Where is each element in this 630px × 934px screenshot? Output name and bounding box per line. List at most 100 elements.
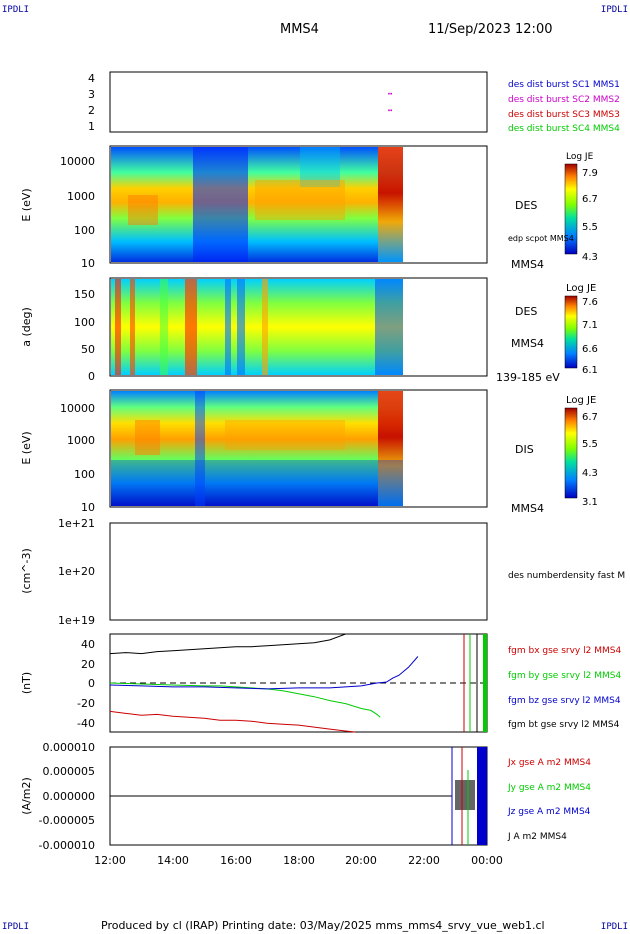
p1-legend-1: des dist burst SC2 MMS2 <box>508 95 620 105</box>
cbar2-tick-2: 5.5 <box>582 222 598 233</box>
p7-ytick-4: -0.000010 <box>39 839 95 852</box>
dis-energy-stripes <box>111 391 403 506</box>
cbar2-tick-3: 4.3 <box>582 252 598 263</box>
cbar2-title: Log JE <box>566 152 594 162</box>
p4-ytick-3: 10 <box>81 501 95 514</box>
des-pitch-stripes <box>115 279 403 375</box>
p7-legend-3: J A m2 MMS4 <box>507 832 567 842</box>
cbar3-title: Log JE <box>566 283 596 294</box>
datetime-title: 11/Sep/2023 12:00 <box>428 22 553 37</box>
p6-series-1 <box>109 710 356 733</box>
corner-label-tr: IPDLI <box>600 5 628 15</box>
p5-ytick-1: 1e+20 <box>58 565 95 578</box>
cbar4 <box>564 407 578 499</box>
p3-ytick-1: 100 <box>74 316 95 329</box>
corner-label-bl: IPDLI <box>2 922 30 932</box>
panel4-frame <box>109 389 488 508</box>
cbar4-title: Log JE <box>566 395 596 406</box>
des-burst-region <box>378 147 403 262</box>
p6-series-0 <box>109 633 346 655</box>
p6-legend-3: fgm bt gse srvy l2 MMS4 <box>508 720 620 730</box>
p1-point-0-0 <box>388 92 390 95</box>
series-layer <box>109 92 419 733</box>
cbar4-tick-1: 5.5 <box>582 439 598 450</box>
cbar3-tick-2: 6.6 <box>582 344 598 355</box>
p1-legend-2: des dist burst SC3 MMS3 <box>508 110 620 120</box>
panel2-species: DES <box>515 199 537 212</box>
panel2-frame <box>109 145 488 264</box>
p1-legend-3: des dist burst SC4 MMS4 <box>508 124 620 134</box>
p6-ytick-0: 40 <box>81 638 95 651</box>
des-energy-spectrogram <box>111 147 403 262</box>
cbar2 <box>564 163 578 255</box>
p2-ytick-1: 1000 <box>67 190 95 203</box>
cbar3-tick-3: 6.1 <box>582 365 598 376</box>
p7-legend-2: Jz gse A m2 MMS4 <box>507 807 591 817</box>
corner-label-br: IPDLI <box>600 922 628 932</box>
panel5-frame <box>109 522 488 621</box>
corner-label-tl: IPDLI <box>2 5 30 15</box>
p7-legend-0: Jx gse A m2 MMS4 <box>507 758 591 768</box>
p2-ytick-3: 10 <box>81 257 95 270</box>
xtick-6: 00:00 <box>471 854 503 867</box>
p3-ytick-3: 0 <box>88 370 95 383</box>
p6-series-3 <box>109 656 419 690</box>
p3-ytick-0: 150 <box>74 288 95 301</box>
cbar2-tick-0: 7.9 <box>582 168 598 179</box>
p6-ytick-4: -40 <box>77 717 95 730</box>
panel3-ylabel: a (deg) <box>20 307 33 347</box>
cbar3-tick-1: 7.1 <box>582 320 598 331</box>
panel2-overlay: edp scpot MMS4 <box>508 234 574 243</box>
cbar3 <box>564 295 578 369</box>
panel3-species: DES <box>515 305 537 318</box>
spacecraft-title: MMS4 <box>280 22 319 37</box>
p5-ytick-0: 1e+21 <box>58 517 95 530</box>
footer: Produced by cl (IRAP) Printing date: 03/… <box>101 919 545 932</box>
xtick-4: 20:00 <box>345 854 377 867</box>
p4-ytick-0: 10000 <box>60 402 95 415</box>
cbar4-tick-2: 4.3 <box>582 468 598 479</box>
p6-ytick-1: 20 <box>81 658 95 671</box>
panel2-ylabel: E (eV) <box>20 188 33 221</box>
xtick-3: 18:00 <box>283 854 315 867</box>
p7-ytick-0: 0.000010 <box>43 741 96 754</box>
cbar4-tick-0: 6.7 <box>582 412 598 423</box>
p5-ytick-2: 1e+19 <box>58 614 95 627</box>
des-pitch-spectrogram <box>111 279 403 375</box>
panel3-frame <box>109 277 488 377</box>
panel6-ylabel: (nT) <box>20 672 33 694</box>
xtick-1: 14:00 <box>157 854 189 867</box>
panel5-ylabel: (cm^-3) <box>20 548 33 594</box>
p5-legend-0: des numberdensity fast M <box>508 571 625 581</box>
cbar3-tick-0: 7.6 <box>582 297 598 308</box>
panel4-ylabel: E (eV) <box>20 431 33 464</box>
p1-ytick-1: 3 <box>88 88 95 101</box>
xtick-0: 12:00 <box>94 854 126 867</box>
p1-ytick-3: 1 <box>88 120 95 133</box>
xtick-5: 22:00 <box>408 854 440 867</box>
p4-ytick-1: 1000 <box>67 434 95 447</box>
p7-legend-1: Jy gse A m2 MMS4 <box>507 783 591 793</box>
p2-ytick-0: 10000 <box>60 155 95 168</box>
panel4-sc: MMS4 <box>511 502 544 515</box>
panel1-frame <box>109 71 488 133</box>
des-energy-stripes <box>128 147 345 262</box>
p6-ytick-3: -20 <box>77 697 95 710</box>
p6-legend-1: fgm by gse srvy l2 MMS4 <box>508 671 621 681</box>
p6-end-spikes <box>463 634 487 732</box>
p7-ytick-2: 0.000000 <box>43 790 96 803</box>
xtick-2: 16:00 <box>220 854 252 867</box>
p6-series-2 <box>109 682 381 718</box>
p6-ytick-2: 0 <box>88 677 95 690</box>
panel7-ylabel: (A/m2) <box>20 777 33 815</box>
p1-point-0-2 <box>388 109 390 112</box>
p7-end-bursts <box>451 747 487 845</box>
cbar4-tick-3: 3.1 <box>582 497 598 508</box>
p2-ytick-2: 100 <box>74 224 95 237</box>
p3-ytick-2: 50 <box>81 343 95 356</box>
p6-legend-2: fgm bz gse srvy l2 MMS4 <box>508 696 621 706</box>
panel4-species: DIS <box>515 443 534 456</box>
dis-burst-region <box>378 391 403 506</box>
panel3-sc: MMS4 <box>511 337 544 350</box>
cbar2-tick-1: 6.7 <box>582 194 598 205</box>
